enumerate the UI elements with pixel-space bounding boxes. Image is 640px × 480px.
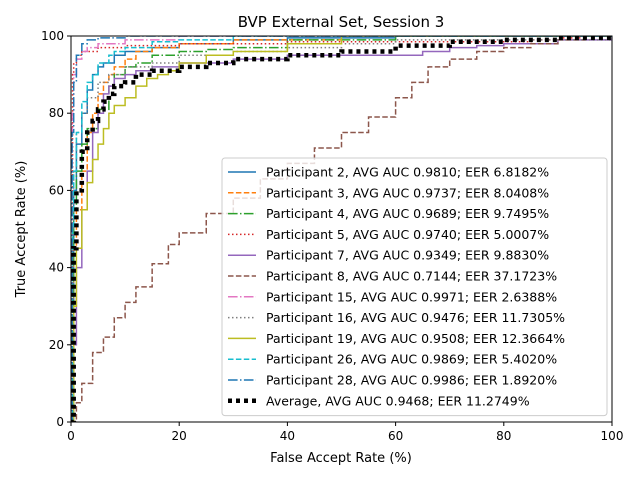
legend-label-11: Participant 28, AVG AUC 0.9986; EER 1.89… (266, 373, 557, 388)
series-line-9 (71, 36, 612, 422)
legend-label-5: Participant 7, AVG AUC 0.9349; EER 9.883… (266, 248, 549, 263)
legend-label-1: Participant 2, AVG AUC 0.9810; EER 6.818… (266, 165, 549, 180)
x-tick-label: 60 (388, 429, 403, 443)
x-tick-label: 80 (496, 429, 511, 443)
y-tick-label: 60 (49, 183, 64, 197)
legend-label-10: Participant 26, AVG AUC 0.9869; EER 5.40… (266, 352, 557, 367)
y-tick-label: 80 (49, 106, 64, 120)
legend: Participant 2, AVG AUC 0.9810; EER 6.818… (221, 157, 608, 417)
legend-label-3: Participant 4, AVG AUC 0.9689; EER 9.749… (266, 206, 549, 221)
y-tick-label: 20 (49, 338, 64, 352)
y-tick-label: 40 (49, 261, 64, 275)
x-tick-label: 100 (601, 429, 624, 443)
legend-label-9: Participant 19, AVG AUC 0.9508; EER 12.3… (266, 331, 565, 346)
chart-title: BVP External Set, Session 3 (238, 13, 445, 31)
x-tick-label: 40 (280, 429, 295, 443)
x-axis-label: False Accept Rate (%) (270, 451, 412, 466)
legend-label-6: Participant 8, AVG AUC 0.7144; EER 37.17… (266, 269, 557, 284)
legend-label-12: Average, AVG AUC 0.9468; EER 11.2749% (266, 393, 530, 408)
legend-label-8: Participant 16, AVG AUC 0.9476; EER 11.7… (266, 310, 565, 325)
x-axis: 0 20 40 60 80 100 (67, 422, 623, 443)
y-tick-label: 0 (56, 415, 64, 429)
legend-label-4: Participant 5, AVG AUC 0.9740; EER 5.000… (266, 227, 549, 242)
y-tick-label: 100 (41, 29, 64, 43)
series-line-12 (71, 36, 612, 422)
y-axis-label: True Accept Rate (%) (14, 161, 29, 299)
legend-label-7: Participant 15, AVG AUC 0.9971; EER 2.63… (266, 289, 557, 304)
y-axis: 0 20 40 60 80 100 (41, 29, 71, 429)
x-tick-label: 20 (172, 429, 187, 443)
axes-frame (70, 35, 613, 423)
plot-area (71, 36, 612, 422)
legend-label-2: Participant 3, AVG AUC 0.9737; EER 8.040… (266, 185, 549, 200)
x-tick-label: 0 (67, 429, 75, 443)
series-line-11 (71, 36, 612, 422)
legend-box (221, 157, 608, 417)
series-line-10 (71, 36, 612, 422)
